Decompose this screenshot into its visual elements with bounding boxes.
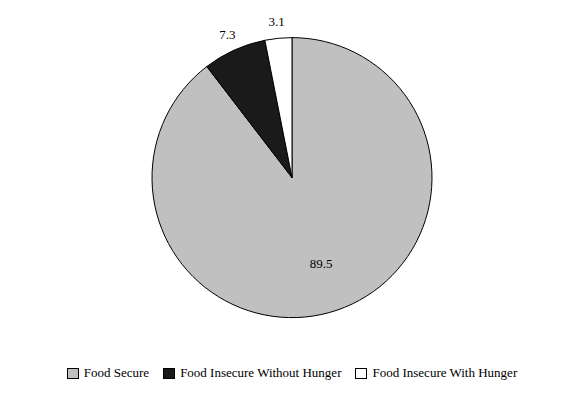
html-text:Food Insecure With Hunger: Food Insecure With Hunger bbox=[372, 365, 518, 380]
svg-text:3.1: 3.1 bbox=[269, 14, 285, 29]
svg-text:7.3: 7.3 bbox=[219, 27, 235, 42]
html-text:Food Insecure Without Hunger: Food Insecure Without Hunger bbox=[180, 365, 342, 380]
svg-text:89.5: 89.5 bbox=[310, 256, 333, 271]
html-text:Food Secure: Food Secure bbox=[83, 365, 150, 380]
